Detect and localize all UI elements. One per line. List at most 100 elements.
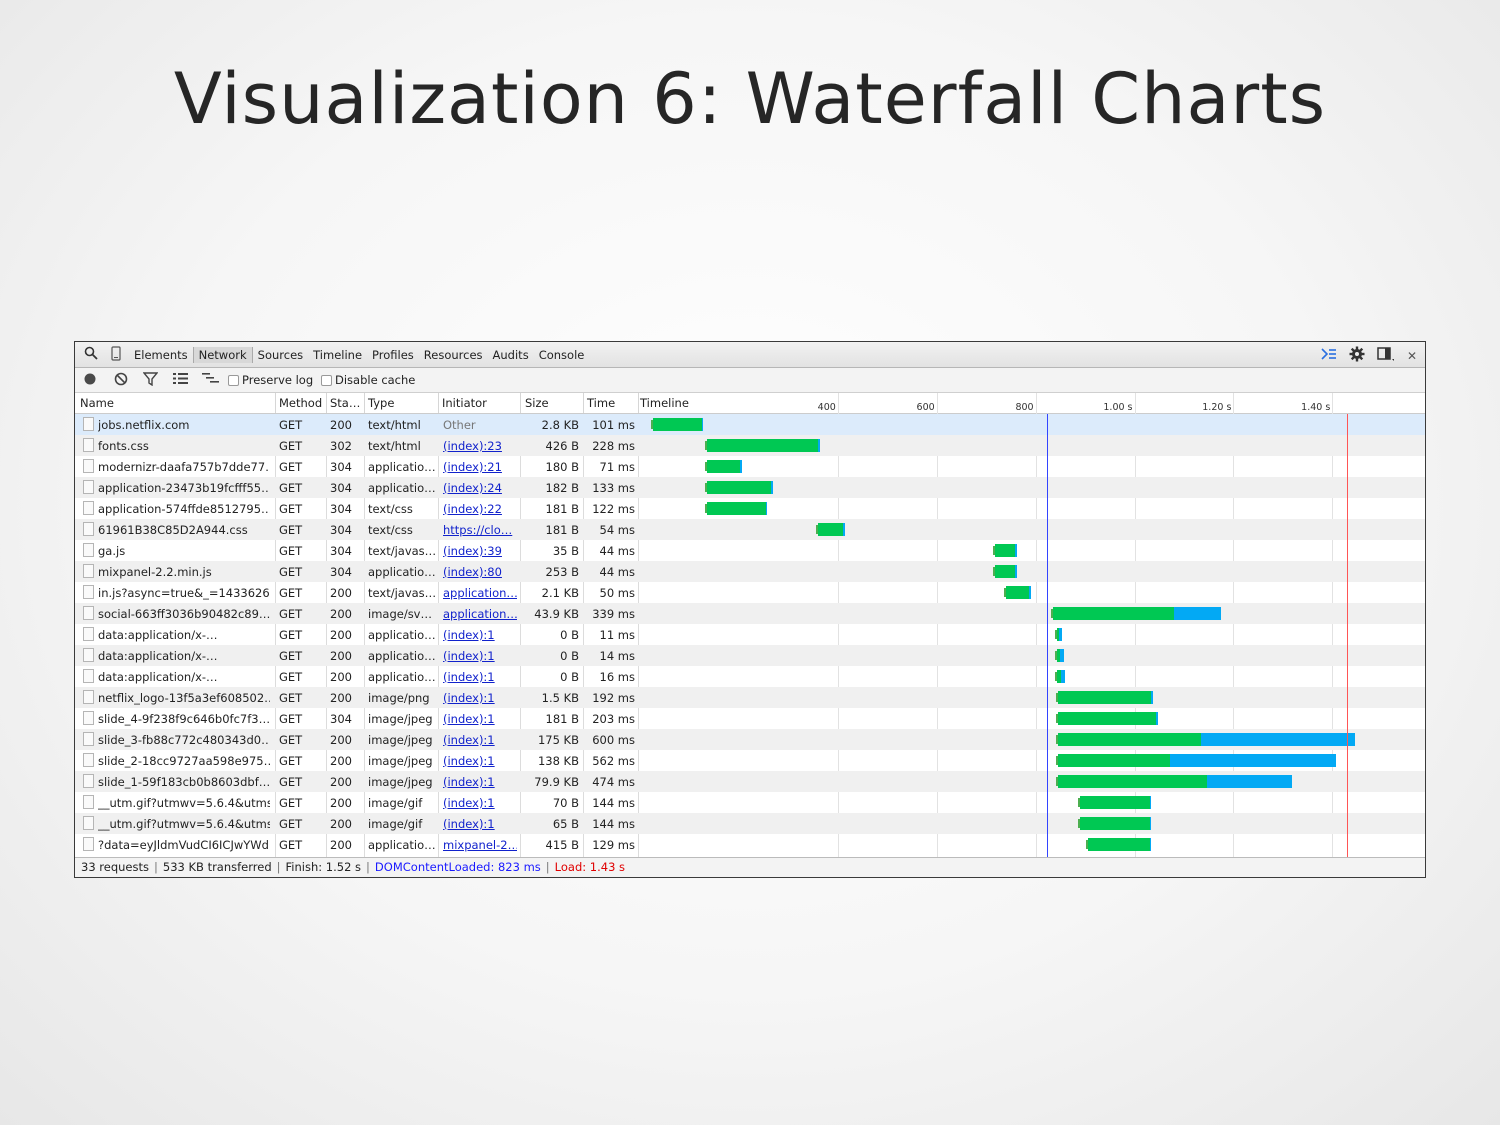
request-row[interactable]: fonts.css GET 302 text/html (index):23 426 B 2… [75, 435, 1425, 456]
device-icon[interactable] [111, 346, 121, 364]
request-method: GET [279, 838, 303, 852]
request-initiator[interactable]: (index):80 [443, 565, 502, 579]
waterfall-bar[interactable] [1050, 607, 1221, 620]
preserve-log-box[interactable] [228, 374, 239, 386]
request-row[interactable]: slide_4-9f238f9c646b0fc7f3… GET 304 image/j… [75, 708, 1425, 729]
request-row[interactable]: application-574ffde8512795… GET 304 text/cs… [75, 498, 1425, 519]
request-row[interactable]: 61961B38C85D2A944.css GET 304 text/css https… [75, 519, 1425, 540]
col-time[interactable]: Time [587, 396, 616, 410]
request-row[interactable]: data:application/x-… GET 200 applicatio… (in… [75, 645, 1425, 666]
request-row[interactable]: social-663ff3036b90482c89… GET 200 image/sv… [75, 603, 1425, 624]
request-row[interactable]: mixpanel-2.2.min.js GET 304 applicatio… (ind… [75, 561, 1425, 582]
waterfall-bar[interactable] [1078, 796, 1152, 809]
request-initiator[interactable]: (index):1 [443, 817, 495, 831]
waterfall-bar[interactable] [1055, 691, 1153, 704]
waterfall-bar[interactable] [704, 460, 742, 473]
request-initiator[interactable]: (index):1 [443, 796, 495, 810]
tab-audits[interactable]: Audits [492, 348, 529, 362]
request-initiator[interactable]: (index):1 [443, 754, 495, 768]
request-initiator[interactable]: application… [443, 607, 517, 621]
tab-profiles[interactable]: Profiles [372, 348, 414, 362]
col-timeline[interactable]: Timeline [640, 396, 689, 410]
waterfall-bar[interactable] [1055, 754, 1336, 767]
col-type[interactable]: Type [368, 396, 395, 410]
waterfall-bar[interactable] [704, 481, 773, 494]
request-row[interactable]: modernizr-daafa757b7dde77… GET 304 applicat… [75, 456, 1425, 477]
request-initiator[interactable]: (index):1 [443, 712, 495, 726]
request-row[interactable]: jobs.netflix.com GET 200 text/html Other 2.8 … [75, 414, 1425, 435]
request-initiator[interactable]: (index):24 [443, 481, 502, 495]
drawer-icon[interactable] [1321, 347, 1337, 364]
request-row[interactable]: __utm.gif?utmwv=5.6.4&utms… GET 200 image/g… [75, 813, 1425, 834]
waterfall-bar[interactable] [704, 502, 768, 515]
request-row[interactable]: slide_1-59f183cb0b8603dbf… GET 200 image/jp… [75, 771, 1425, 792]
waterfall-bar[interactable] [705, 439, 820, 452]
request-row[interactable]: __utm.gif?utmwv=5.6.4&utms… GET 200 image/g… [75, 792, 1425, 813]
request-initiator[interactable]: mixpanel-2… [443, 838, 517, 852]
col-initiator[interactable]: Initiator [442, 396, 487, 410]
request-initiator[interactable]: (index):39 [443, 544, 502, 558]
request-initiator[interactable]: (index):21 [443, 460, 502, 474]
waterfall-bar[interactable] [1054, 628, 1063, 641]
request-name: slide_3-fb88c772c480343d0… [98, 733, 270, 747]
request-row[interactable]: data:application/x-… GET 200 applicatio… (in… [75, 666, 1425, 687]
request-initiator[interactable]: (index):23 [443, 439, 502, 453]
load-time: Load: 1.43 s [554, 860, 626, 874]
request-row[interactable]: slide_2-18cc9727aa598e975… GET 200 image/jp… [75, 750, 1425, 771]
request-initiator[interactable]: (index):1 [443, 775, 495, 789]
filter-icon[interactable] [142, 372, 159, 389]
request-row[interactable]: in.js?async=true&_=1433626… GET 200 text/ja… [75, 582, 1425, 603]
tab-console[interactable]: Console [538, 348, 585, 362]
search-icon[interactable] [84, 346, 98, 363]
waterfall-bar[interactable] [816, 523, 845, 536]
request-row[interactable]: slide_3-fb88c772c480343d0… GET 200 image/jp… [75, 729, 1425, 750]
request-initiator[interactable]: (index):1 [443, 670, 495, 684]
request-row[interactable]: data:application/x-… GET 200 applicatio… (in… [75, 624, 1425, 645]
tab-resources[interactable]: Resources [423, 348, 483, 362]
request-initiator[interactable]: (index):1 [443, 628, 495, 642]
request-row[interactable]: ?data=eyJldmVudCI6ICJwYWdl… GET 200 applica… [75, 834, 1425, 855]
tab-timeline[interactable]: Timeline [313, 348, 363, 362]
record-icon[interactable] [84, 373, 96, 388]
request-initiator[interactable]: application… [443, 586, 517, 600]
waterfall-bar[interactable] [1055, 712, 1159, 725]
gear-icon[interactable] [1349, 346, 1365, 365]
tab-network[interactable]: Network [192, 347, 253, 363]
request-initiator[interactable]: (index):1 [443, 733, 495, 747]
tab-sources[interactable]: Sources [257, 348, 304, 362]
col-status[interactable]: Sta… [330, 396, 361, 410]
dock-icon[interactable] [1377, 347, 1395, 364]
col-method[interactable]: Method [279, 396, 323, 410]
col-size[interactable]: Size [525, 396, 549, 410]
waterfall-bar[interactable] [993, 544, 1017, 557]
request-row[interactable]: ga.js GET 304 text/javas… (index):39 35 B 44 m… [75, 540, 1425, 561]
waterfall-bar[interactable] [1054, 649, 1064, 662]
waterfall-bar[interactable] [1055, 733, 1355, 746]
request-row[interactable]: netflix_logo-13f5a3ef608502… GET 200 image/… [75, 687, 1425, 708]
request-initiator[interactable]: (index):1 [443, 649, 495, 663]
request-initiator[interactable]: https://clo… [443, 523, 513, 537]
preserve-log-checkbox[interactable]: Preserve log [228, 373, 313, 387]
request-row[interactable]: application-23473b19fcfff55… GET 304 applic… [75, 477, 1425, 498]
waterfall-bar[interactable] [993, 565, 1017, 578]
request-initiator[interactable]: (index):22 [443, 502, 502, 516]
disable-cache-box[interactable] [321, 374, 332, 386]
close-icon[interactable]: ✕ [1406, 348, 1417, 363]
waterfall-bar[interactable] [650, 418, 704, 431]
list-view-icon[interactable] [173, 372, 188, 388]
dom-content-loaded-time: DOMContentLoaded: 823 ms [374, 860, 541, 874]
waterfall-bar[interactable] [1085, 838, 1152, 851]
waterfall-bar[interactable] [1054, 670, 1065, 683]
waterfall-bar[interactable] [1055, 775, 1293, 788]
waterfall-receiving-segment [771, 481, 773, 494]
waterfall-bar[interactable] [1078, 817, 1152, 830]
col-name[interactable]: Name [80, 396, 114, 410]
request-initiator[interactable]: (index):1 [443, 691, 495, 705]
overview-icon[interactable] [202, 372, 219, 388]
clear-icon[interactable] [114, 372, 128, 389]
request-initiator: Other [443, 418, 476, 432]
disable-cache-checkbox[interactable]: Disable cache [321, 373, 415, 387]
waterfall-bar[interactable] [1003, 586, 1031, 599]
tab-elements[interactable]: Elements [134, 348, 188, 362]
request-type: image/jpeg [368, 775, 433, 789]
